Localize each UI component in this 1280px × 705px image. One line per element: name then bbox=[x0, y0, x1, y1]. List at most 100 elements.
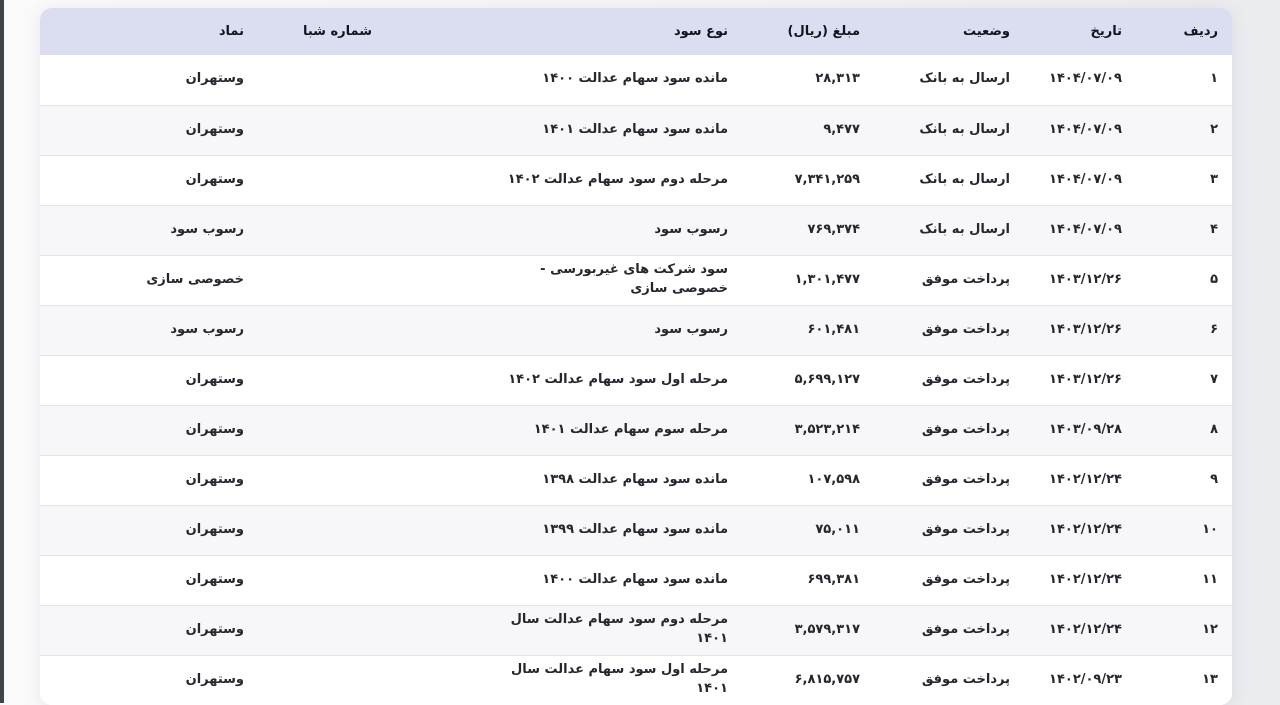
cell-sheba bbox=[252, 604, 482, 655]
cell-date: ۱۴۰۴/۰۷/۰۹ bbox=[1049, 71, 1122, 87]
cell-sheba bbox=[252, 154, 482, 205]
cell-type: مانده سود سهام عدالت ۱۴۰۰ bbox=[542, 71, 728, 87]
cell-sheba bbox=[252, 254, 482, 305]
cell-row: ۲ bbox=[1172, 104, 1232, 155]
cell-row: ۷ bbox=[1172, 354, 1232, 405]
cell-type: مرحله دوم سود سهام عدالت ۱۴۰۲ bbox=[482, 154, 732, 205]
cell-row: ۱۱ bbox=[1172, 554, 1232, 605]
cell-row: ۴ bbox=[1172, 204, 1232, 255]
cell-amount: ۱۰۷,۵۹۸ bbox=[732, 454, 872, 505]
cell-sheba bbox=[252, 554, 482, 605]
cell-sheba bbox=[252, 204, 482, 255]
cell-amount: ۷۶۹,۳۷۴ bbox=[732, 204, 872, 255]
column-header-amount: مبلغ (ریال) bbox=[732, 8, 872, 55]
cell-type: مانده سود سهام عدالت ۱۳۹۹ bbox=[482, 504, 732, 555]
cell-symbol: رسوب سود bbox=[40, 204, 252, 255]
cell-amount: ۶,۸۱۵,۷۵۷ bbox=[732, 654, 872, 705]
cell-date: ۱۴۰۳/۰۹/۲۸ bbox=[1032, 404, 1172, 455]
cell-type: سود شرکت های غیربورسی - خصوصی سازی bbox=[482, 254, 732, 305]
cell-status: پرداخت موفق bbox=[872, 404, 1032, 455]
table-header: ردیف تاریخ وضعیت مبلغ (ریال) نوع سود شماره شب… bbox=[40, 8, 1232, 55]
cell-row: ۱۲ bbox=[1172, 604, 1232, 655]
cell-type: مانده سود سهام عدالت ۱۴۰۰ bbox=[482, 554, 732, 605]
cell-date: ۱۴۰۲/۱۲/۲۴ bbox=[1032, 504, 1172, 555]
cell-amount: ۳,۵۷۹,۳۱۷ bbox=[732, 604, 872, 655]
table-row: ۲ ۱۴۰۴/۰۷/۰۹ ارسال به بانک ۹,۴۷۷ مانده سود س… bbox=[40, 104, 1232, 155]
cell-date: ۱۴۰۳/۱۲/۲۶ bbox=[1032, 304, 1172, 355]
cell-status: پرداخت موفق bbox=[872, 354, 1032, 405]
cell-date: ۱۴۰۴/۰۷/۰۹ bbox=[1032, 104, 1172, 155]
table-row: ۱۱ ۱۴۰۲/۱۲/۲۴ پرداخت موفق ۶۹۹,۳۸۱ مانده سود … bbox=[40, 554, 1232, 605]
table-row: ۷ ۱۴۰۳/۱۲/۲۶ پرداخت موفق ۵,۶۹۹,۱۲۷ مرحله اول… bbox=[40, 354, 1232, 405]
cell-amount: ۶۰۱,۴۸۱ bbox=[732, 304, 872, 355]
cell-status: پرداخت موفق bbox=[872, 254, 1032, 305]
cell-date: ۱۴۰۳/۱۲/۲۶ bbox=[1032, 254, 1172, 305]
cell-row: ۵ bbox=[1172, 254, 1232, 305]
cell-row: ۶ bbox=[1172, 304, 1232, 355]
cell-date: ۱۴۰۴/۰۷/۰۹ bbox=[1032, 154, 1172, 205]
cell-type: مرحله اول سود سهام عدالت سال ۱۴۰۱ bbox=[482, 654, 732, 705]
cell-type: مرحله دوم سود سهام عدالت سال ۱۴۰۱ bbox=[482, 604, 732, 655]
cell-symbol: وستهران bbox=[40, 104, 252, 155]
table-row: ۴ ۱۴۰۴/۰۷/۰۹ ارسال به بانک ۷۶۹,۳۷۴ رسوب سود ر… bbox=[40, 204, 1232, 255]
cell-amount: ۶۹۹,۳۸۱ bbox=[732, 554, 872, 605]
table-row: ۹ ۱۴۰۲/۱۲/۲۴ پرداخت موفق ۱۰۷,۵۹۸ مانده سود س… bbox=[40, 454, 1232, 505]
cell-symbol: وستهران bbox=[40, 504, 252, 555]
cell-symbol: وستهران bbox=[40, 354, 252, 405]
cell-symbol: خصوصی سازی bbox=[40, 254, 252, 305]
column-header-row: ردیف bbox=[1172, 8, 1232, 55]
cell-type: مانده سود سهام عدالت ۱۴۰۱ bbox=[482, 104, 732, 155]
column-header-symbol: نماد bbox=[40, 8, 252, 55]
cell-status: پرداخت موفق bbox=[872, 554, 1032, 605]
table-row: ۶ ۱۴۰۳/۱۲/۲۶ پرداخت موفق ۶۰۱,۴۸۱ رسوب سود رسو… bbox=[40, 304, 1232, 355]
cell-status: پرداخت موفق bbox=[872, 504, 1032, 555]
cell-date: ۱۴۰۲/۰۹/۲۳ bbox=[1032, 654, 1172, 705]
cell-row: ۱۰ bbox=[1172, 504, 1232, 555]
column-header-type: نوع سود bbox=[482, 8, 732, 55]
cell-date: ۱۴۰۲/۱۲/۲۴ bbox=[1032, 604, 1172, 655]
cell-status: پرداخت موفق bbox=[872, 604, 1032, 655]
cell-sheba bbox=[252, 55, 482, 105]
cell-sheba bbox=[252, 454, 482, 505]
cell-amount: ۷,۳۴۱,۲۵۹ bbox=[732, 154, 872, 205]
cell-status: ارسال به بانک bbox=[872, 154, 1032, 205]
header-row: ردیف تاریخ وضعیت مبلغ (ریال) نوع سود شماره شب… bbox=[40, 8, 1232, 55]
cell-amount: ۱,۳۰۱,۴۷۷ bbox=[732, 254, 872, 305]
cell-amount: ۳,۵۲۳,۲۱۴ bbox=[732, 404, 872, 455]
cell-status: ارسال به بانک bbox=[872, 104, 1032, 155]
table-row: ۵ ۱۴۰۳/۱۲/۲۶ پرداخت موفق ۱,۳۰۱,۴۷۷ سود شرکت … bbox=[40, 254, 1232, 305]
cell-symbol: وستهران bbox=[185, 71, 244, 87]
table-body: ۱ ۱۴۰۴/۰۷/۰۹ ارسال به بانک ۲۸,۳۱۳ مانده سود … bbox=[40, 55, 1232, 705]
cell-symbol: وستهران bbox=[40, 154, 252, 205]
cell-date: ۱۴۰۴/۰۷/۰۹ bbox=[1032, 204, 1172, 255]
table-row: ۱ ۱۴۰۴/۰۷/۰۹ ارسال به بانک ۲۸,۳۱۳ مانده سود … bbox=[40, 55, 1232, 105]
table-row: ۸ ۱۴۰۳/۰۹/۲۸ پرداخت موفق ۳,۵۲۳,۲۱۴ مرحله سوم… bbox=[40, 404, 1232, 455]
cell-sheba bbox=[252, 654, 482, 705]
cell-symbol: وستهران bbox=[40, 404, 252, 455]
cell-sheba bbox=[252, 504, 482, 555]
cell-type: مانده سود سهام عدالت ۱۳۹۸ bbox=[482, 454, 732, 505]
cell-type: رسوب سود bbox=[482, 204, 732, 255]
cell-sheba bbox=[252, 304, 482, 355]
cell-symbol: رسوب سود bbox=[40, 304, 252, 355]
column-header-status: وضعیت bbox=[872, 8, 1032, 55]
cell-sheba bbox=[252, 354, 482, 405]
cell-status: ارسال به بانک bbox=[919, 71, 1010, 87]
column-header-date: تاریخ bbox=[1032, 8, 1172, 55]
cell-status: پرداخت موفق bbox=[872, 454, 1032, 505]
dividends-table: ردیف تاریخ وضعیت مبلغ (ریال) نوع سود شماره شب… bbox=[40, 8, 1232, 705]
cell-row: ۸ bbox=[1172, 404, 1232, 455]
cell-sheba bbox=[252, 104, 482, 155]
cell-type: رسوب سود bbox=[482, 304, 732, 355]
cell-row: ۱ bbox=[1210, 71, 1218, 87]
cell-amount: ۲۸,۳۱۳ bbox=[815, 71, 860, 87]
cell-symbol: وستهران bbox=[40, 454, 252, 505]
cell-symbol: وستهران bbox=[40, 604, 252, 655]
cell-amount: ۵,۶۹۹,۱۲۷ bbox=[732, 354, 872, 405]
cell-row: ۱۳ bbox=[1172, 654, 1232, 705]
dividend-table-card: ردیف تاریخ وضعیت مبلغ (ریال) نوع سود شماره شب… bbox=[40, 8, 1232, 705]
cell-status: پرداخت موفق bbox=[872, 304, 1032, 355]
cell-date: ۱۴۰۲/۱۲/۲۴ bbox=[1032, 454, 1172, 505]
table-row: ۱۳ ۱۴۰۲/۰۹/۲۳ پرداخت موفق ۶,۸۱۵,۷۵۷ مرحله او… bbox=[40, 654, 1232, 705]
screen-left-edge bbox=[0, 0, 4, 703]
